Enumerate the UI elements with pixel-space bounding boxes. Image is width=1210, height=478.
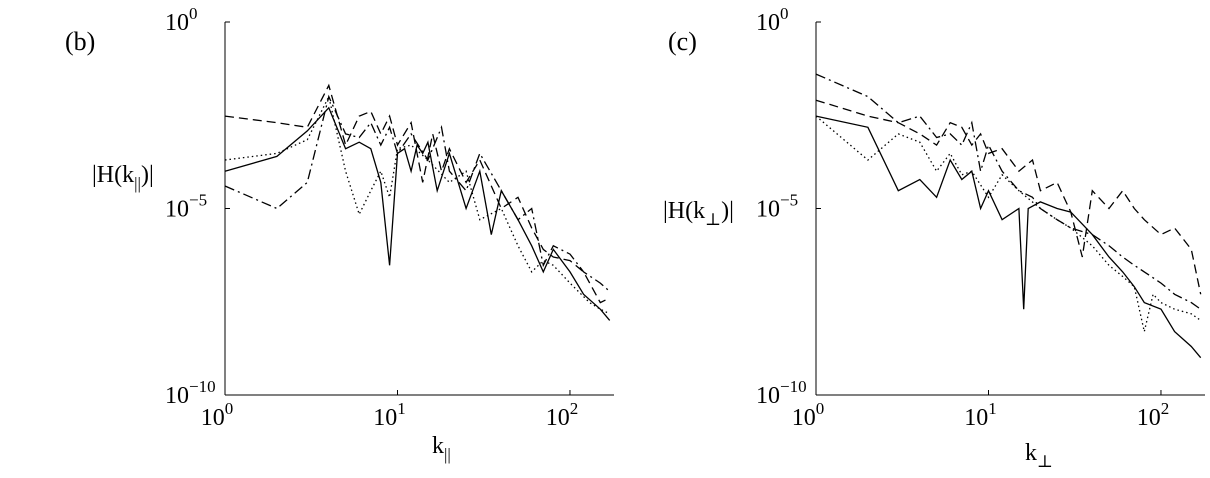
series-line-solid [815,115,1202,359]
y-axis-label: |H(k||)| [92,162,154,193]
y-tick-label: 10−5 [756,191,798,223]
series-line-dashed [224,83,610,304]
x-tick-label: 102 [546,399,579,431]
y-tick-label: 100 [756,4,789,36]
y-axis-label: |H(k⊥)| [663,198,734,229]
series-line-dashed [815,99,1202,295]
x-axis-label: k|| [432,433,451,464]
x-tick-label: 101 [373,399,406,431]
series-line-solid [224,106,611,321]
y-tick-label: 10−10 [756,377,807,409]
x-tick-label: 102 [1137,399,1170,431]
y-tick-label: 10−10 [165,377,216,409]
y-tick-label: 100 [165,4,198,36]
x-tick-label: 100 [201,399,234,431]
series-line-dashdot [815,73,1202,310]
series-line-dashdot [224,94,611,292]
x-axis-label: k⊥ [1025,440,1053,471]
x-tick-label: 101 [964,399,997,431]
x-tick-label: 100 [792,399,825,431]
panel-0: 100 101 102 10−10 10−5 100 (b) |H(k||)| k|| [65,4,614,464]
panel-1: 100 101 102 10−10 10−5 100 (c) |H(k⊥)| k⊥ [663,4,1205,471]
series-line-dotted [224,94,610,315]
y-tick-label: 10−5 [165,191,207,223]
panel-label: (c) [668,27,697,56]
panel-label: (b) [65,27,95,56]
